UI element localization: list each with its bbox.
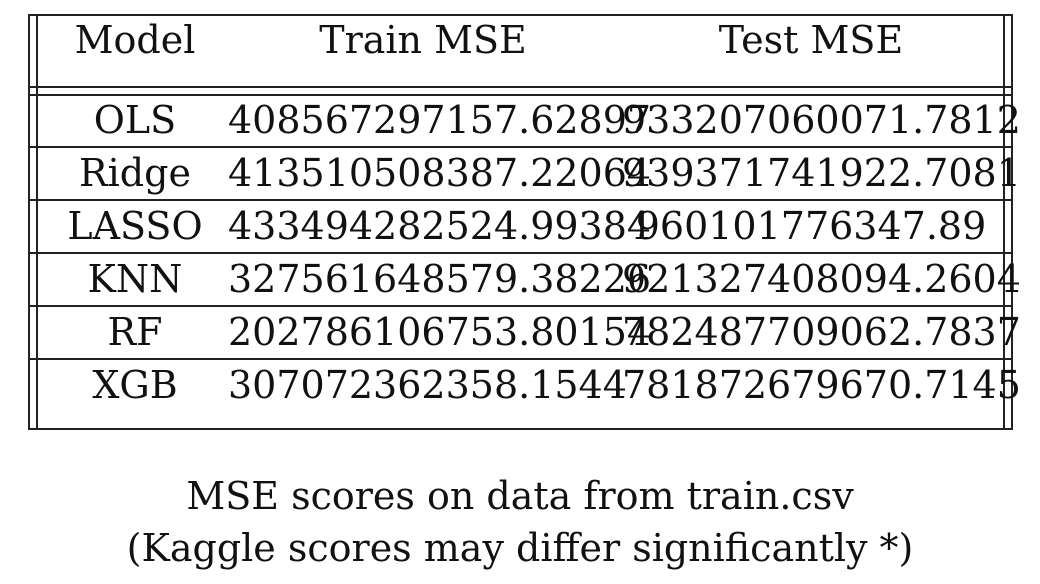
table-border-right-outer: [1011, 14, 1013, 430]
row-xgb-train-mse: 307072362358.1544: [228, 363, 627, 407]
header-test-mse: Test MSE: [718, 18, 904, 62]
row-xgb-test-mse: 781872679670.7145: [622, 363, 1021, 407]
table-border-left-outer: [28, 14, 30, 430]
table-rule-top: [28, 14, 1013, 16]
caption-line-1: MSE scores on data from train.csv: [186, 474, 854, 518]
row-ols-model: OLS: [93, 98, 177, 142]
row-ridge-train-mse: 413510508387.22064: [228, 151, 652, 195]
header-train-mse: Train MSE: [319, 18, 527, 62]
caption-line-2: (Kaggle scores may differ significantly …: [126, 526, 914, 570]
table-rule-row: [28, 305, 1013, 307]
row-lasso-test-mse: 960101776347.89: [635, 204, 987, 248]
table-rule-header-2: [28, 94, 1013, 96]
row-ols-train-mse: 408567297157.62897: [228, 98, 652, 142]
row-knn-model: KNN: [87, 257, 183, 301]
results-table: Model Train MSE Test MSE OLS 40856729715…: [28, 14, 1021, 430]
table-rule-row: [28, 252, 1013, 254]
table-rule-row: [28, 199, 1013, 201]
row-lasso-model: LASSO: [67, 204, 203, 248]
row-ridge-test-mse: 939371741922.7081: [622, 151, 1021, 195]
table-rule-header-1: [28, 86, 1013, 88]
row-rf-test-mse: 782487709062.7837: [622, 310, 1021, 354]
row-knn-train-mse: 327561648579.38226: [228, 257, 652, 301]
table-rule-row: [28, 358, 1013, 360]
row-lasso-train-mse: 433494282524.99384: [228, 204, 652, 248]
table-border-left-inner: [36, 14, 38, 430]
table-rule-row: [28, 146, 1013, 148]
table-border-right-inner: [1003, 14, 1005, 430]
row-knn-test-mse: 921327408094.2604: [622, 257, 1021, 301]
row-rf-model: RF: [107, 310, 163, 354]
row-ols-test-mse: 933207060071.7812: [622, 98, 1021, 142]
table-rule-bottom: [28, 428, 1013, 430]
row-xgb-model: XGB: [92, 363, 178, 407]
header-model: Model: [74, 18, 196, 62]
row-rf-train-mse: 202786106753.80154: [228, 310, 652, 354]
row-ridge-model: Ridge: [79, 151, 191, 195]
